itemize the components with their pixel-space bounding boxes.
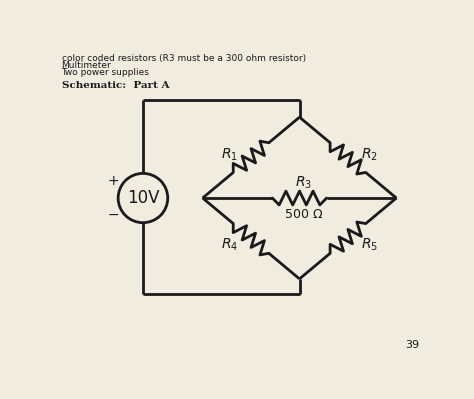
Text: +: + [108,174,119,188]
Text: Schematic:  Part A: Schematic: Part A [62,81,169,90]
Text: $R_2$: $R_2$ [361,146,378,163]
Text: 500 Ω: 500 Ω [284,208,322,221]
Text: color coded resistors (R3 must be a 300 ohm resistor): color coded resistors (R3 must be a 300 … [62,54,306,63]
Text: 39: 39 [405,340,419,350]
Text: $R_5$: $R_5$ [361,237,378,253]
Text: $R_1$: $R_1$ [221,146,238,163]
Text: −: − [108,208,119,222]
Text: $R_4$: $R_4$ [221,237,238,253]
Text: Two power supplies: Two power supplies [62,68,149,77]
Text: Multimeter: Multimeter [62,61,111,70]
Text: 10V: 10V [127,189,159,207]
Text: $R_3$: $R_3$ [295,174,312,191]
